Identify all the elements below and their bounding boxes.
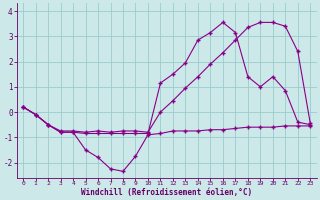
X-axis label: Windchill (Refroidissement éolien,°C): Windchill (Refroidissement éolien,°C) bbox=[81, 188, 252, 197]
